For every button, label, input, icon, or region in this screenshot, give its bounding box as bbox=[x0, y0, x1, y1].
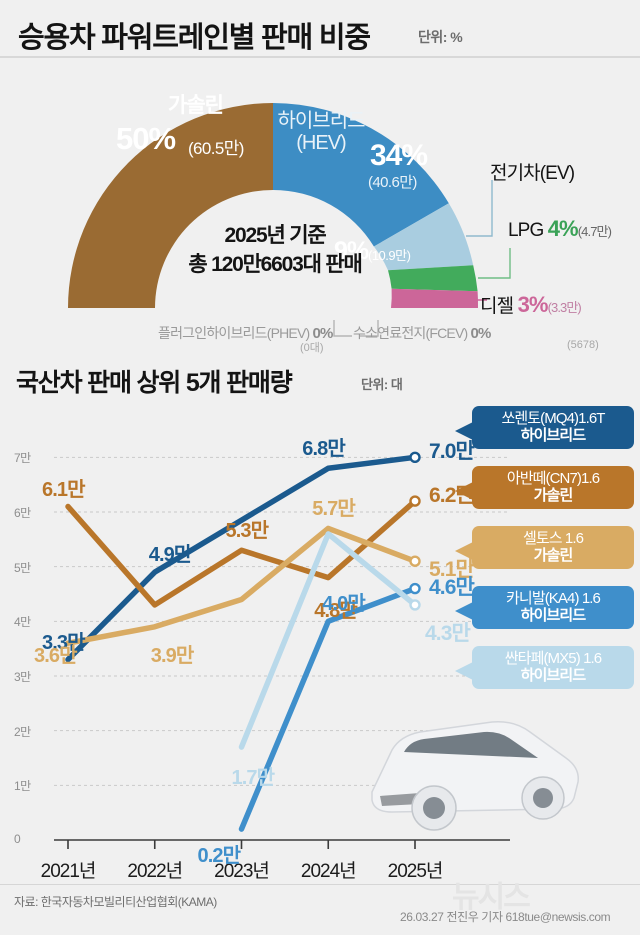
series-end-point bbox=[409, 582, 421, 595]
legend-label-line2: 하이브리드 bbox=[520, 427, 586, 444]
x-axis-tick: 2025년 bbox=[387, 861, 444, 882]
legend-label-line2: 가솔린 bbox=[533, 547, 574, 564]
legend-pointer bbox=[455, 602, 473, 620]
series-line bbox=[65, 525, 418, 646]
y-axis-tick: 6만 bbox=[14, 506, 31, 520]
header-divider bbox=[0, 56, 640, 58]
legend-item-아반떼[interactable]: 아반떼(CN7)1.6 가솔린 bbox=[472, 466, 634, 509]
legend-item-쏘렌토[interactable]: 쏘렌토(MQ4)1.6T 하이브리드 bbox=[472, 406, 634, 449]
series-line bbox=[238, 531, 418, 750]
powertrain-donut-chart: 가솔린 50% (60.5만) 하이브리드 (HEV) 34% (40.6만) … bbox=[0, 58, 640, 358]
y-axis-tick: 5만 bbox=[14, 560, 31, 575]
source-note: 자료: 한국자동차모빌리티산업협회(KAMA) bbox=[14, 895, 217, 909]
data-point-label: 4.0만 bbox=[322, 593, 366, 616]
legend-label-line1: 쏘렌토(MQ4)1.6T bbox=[501, 410, 605, 427]
legend-pointer bbox=[455, 482, 473, 500]
car-illustration bbox=[371, 720, 579, 831]
segment-lpg bbox=[388, 265, 478, 292]
y-axis-tick: 4만 bbox=[14, 615, 31, 630]
chart2-title: 국산차 판매 상위 5개 판매량 bbox=[16, 369, 293, 397]
x-axis-tick: 2023년 bbox=[214, 861, 270, 882]
segment-gasoline bbox=[68, 103, 273, 308]
legend-label-line1: 카니발(KA4) 1.6 bbox=[506, 590, 601, 607]
legend-label-line1: 아반떼(CN7)1.6 bbox=[506, 470, 600, 487]
data-point-label: 6.8만 bbox=[302, 438, 346, 461]
leader-phev bbox=[333, 320, 352, 337]
legend-label-line2: 하이브리드 bbox=[520, 667, 586, 684]
top5-line-chart: 0 1만 2만 3만 4만 5만 6만 7만 2021년 2022년 2023년 2024년 2025년… bbox=[0, 400, 640, 882]
segment-hev bbox=[273, 103, 449, 247]
data-point-label: 6.1만 bbox=[42, 478, 86, 501]
y-axis-tick: 2만 bbox=[14, 724, 31, 739]
x-axis-tick: 2021년 bbox=[40, 861, 97, 882]
data-point-label: 7.0만 bbox=[429, 440, 475, 464]
series-end-point bbox=[409, 451, 421, 464]
data-point-label: 5.1만 bbox=[429, 558, 475, 582]
y-axis-tick: 0 bbox=[14, 832, 21, 846]
data-point-label: 5.3만 bbox=[225, 520, 270, 543]
data-point-label: 3.6만 bbox=[34, 645, 78, 668]
y-axis-tick: 1만 bbox=[14, 779, 31, 794]
legend-item-카니발[interactable]: 카니발(KA4) 1.6 하이브리드 bbox=[472, 586, 634, 629]
legend-item-셀토스[interactable]: 셀토스 1.6 가솔린 bbox=[472, 526, 634, 569]
x-axis-tick: 2022년 bbox=[127, 861, 183, 882]
donut-leader-lines bbox=[333, 180, 511, 337]
line-chart-svg bbox=[54, 451, 579, 849]
data-point-label: 4.8만 bbox=[314, 599, 358, 622]
segment-diesel bbox=[391, 288, 479, 308]
series-end-point bbox=[409, 555, 421, 567]
data-point-label: 1.7만 bbox=[231, 767, 276, 790]
credit-line: 26.03.27 전진우 기자 618tue@newsis.com bbox=[400, 910, 611, 924]
legend-pointer bbox=[455, 542, 473, 560]
legend-label-line2: 하이브리드 bbox=[520, 607, 586, 624]
page-title: 승용차 파워트레인별 판매 비중 bbox=[18, 22, 371, 54]
leader-fcev bbox=[360, 320, 379, 337]
legend-item-싼타페[interactable]: 싼타페(MX5) 1.6 하이브리드 bbox=[472, 646, 634, 689]
legend-label-line2: 가솔린 bbox=[533, 487, 574, 504]
data-point-label: 4.9만 bbox=[148, 544, 193, 567]
series-line bbox=[238, 585, 418, 832]
chart2-unit-label: 단위: 대 bbox=[361, 377, 403, 392]
data-point-label: 3.9만 bbox=[150, 644, 195, 667]
y-axis-tick: 7만 bbox=[14, 451, 31, 466]
series-line bbox=[65, 498, 418, 608]
series-end-point bbox=[409, 599, 421, 611]
series-end-point bbox=[409, 495, 421, 507]
header-unit-label: 단위: % bbox=[418, 29, 463, 45]
data-point-label: 0.2만 bbox=[197, 845, 242, 868]
data-point-label: 4.3만 bbox=[425, 621, 471, 645]
newsis-watermark: 뉴시스 bbox=[452, 881, 531, 914]
x-axis-tick: 2024년 bbox=[300, 861, 357, 882]
legend-label-line1: 셀토스 1.6 bbox=[522, 530, 584, 547]
legend-label-line1: 싼타페(MX5) 1.6 bbox=[504, 650, 602, 667]
footer-divider bbox=[0, 884, 640, 885]
leader-ev bbox=[466, 180, 493, 237]
leader-lpg bbox=[478, 248, 511, 279]
header-bar: 승용차 파워트레인별 판매 비중 단위: % bbox=[0, 0, 640, 58]
legend-pointer bbox=[455, 662, 473, 680]
segment-ev bbox=[373, 203, 474, 271]
y-axis-tick: 3만 bbox=[14, 670, 31, 684]
data-point-label: 3.3만 bbox=[42, 631, 86, 654]
legend-pointer bbox=[455, 422, 473, 440]
series-line bbox=[65, 454, 418, 663]
donut-segments bbox=[68, 103, 479, 308]
data-point-label: 5.7만 bbox=[312, 498, 356, 521]
data-point-label: 4.6만 bbox=[429, 575, 475, 599]
donut-svg bbox=[68, 103, 511, 337]
